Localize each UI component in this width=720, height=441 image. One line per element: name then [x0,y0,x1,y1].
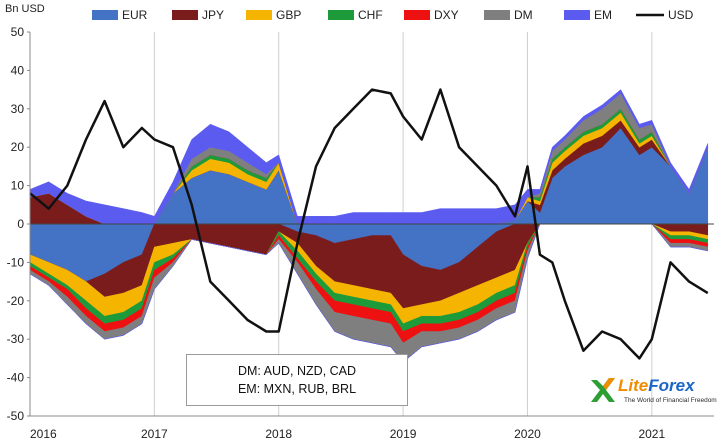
x-tick-2017: 2017 [141,427,168,441]
legend-label-usd: USD [668,8,694,22]
y-tick-0: 0 [17,217,24,231]
liteforex-x-icon [591,378,615,402]
legend-item-jpy: JPY [172,8,224,22]
legend-swatch-dxy [404,10,430,20]
legend-item-eur: EUR [92,8,148,22]
legend: EUR JPY GBP CHF DXY DM EM USD [92,8,694,22]
legend-item-em: EM [564,8,612,22]
y-tick--20: -20 [7,294,25,308]
x-tick-2016: 2016 [30,427,57,441]
y-tick--30: -30 [7,332,25,346]
logo-name: LiteForex [618,376,695,396]
x-tick-2019: 2019 [390,427,417,441]
note-line-em: EM: MXN, RUB, BRL [237,382,357,396]
legend-label-chf: CHF [358,8,383,22]
legend-item-gbp: GBP [246,8,301,22]
y-axis-ticks: 50 40 30 20 10 0 -10 -20 -30 -40 -50 [7,25,30,423]
y-tick-40: 40 [11,63,25,77]
legend-label-jpy: JPY [202,8,224,22]
currency-groups-note: DM: AUD, NZD, CAD EM: MXN, RUB, BRL [186,354,408,406]
legend-item-dm: DM [484,8,533,22]
x-tick-2020: 2020 [514,427,541,441]
legend-label-em: EM [594,8,612,22]
legend-swatch-dm [484,10,510,20]
legend-swatch-chf [328,10,354,20]
legend-item-dxy: DXY [404,8,459,22]
legend-swatch-eur [92,10,118,20]
liteforex-logo: LiteForex The World of Financial Freedom [588,372,717,412]
legend-label-eur: EUR [122,8,148,22]
usd-line [29,88,709,360]
legend-label-dxy: DXY [434,8,459,22]
y-tick--50: -50 [7,409,25,423]
y-tick-30: 30 [11,102,25,116]
note-line-dm: DM: AUD, NZD, CAD [237,364,357,378]
legend-swatch-gbp [246,10,272,20]
legend-swatch-em [564,10,590,20]
legend-item-chf: CHF [328,8,383,22]
stacked-areas [29,89,709,363]
x-tick-2021: 2021 [638,427,665,441]
y-tick-10: 10 [11,179,25,193]
x-axis-ticks: 2016 2017 2018 2019 2020 2021 [30,427,665,441]
legend-item-usd: USD [636,8,694,22]
area-em-negative [29,223,708,363]
legend-label-dm: DM [514,8,533,22]
logo-name-forex: Forex [648,376,695,395]
y-tick-20: 20 [11,140,25,154]
legend-swatch-jpy [172,10,198,20]
usd-line-series [29,88,709,360]
legend-label-gbp: GBP [276,8,301,22]
y-axis-unit-label: Bn USD [5,3,45,15]
logo-name-lite: Lite [618,376,649,395]
y-tick-50: 50 [11,25,25,39]
y-tick--40: -40 [7,371,25,385]
y-tick--10: -10 [7,255,25,269]
area-em-positive [29,89,709,225]
x-tick-2018: 2018 [265,427,292,441]
logo-tagline: The World of Financial Freedom [624,397,717,404]
